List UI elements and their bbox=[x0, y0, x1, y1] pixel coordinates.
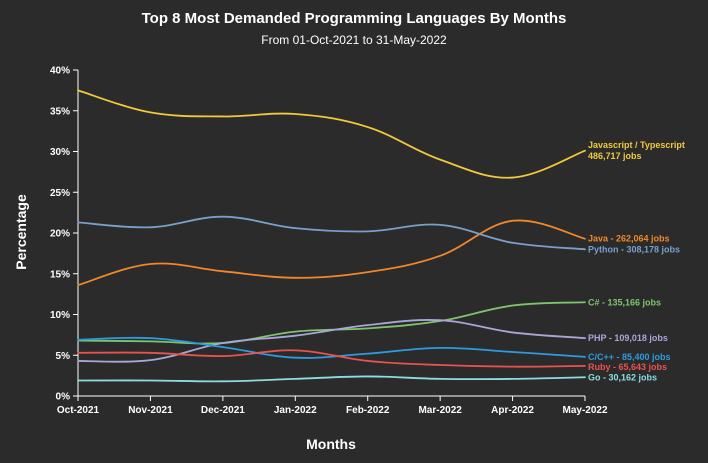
x-tick-label: Jan-2022 bbox=[274, 405, 317, 416]
y-axis-ticks: 0% 5% 10% 15% 20% 25% 30% 35% 40% bbox=[50, 66, 78, 403]
series-label-php: PHP - 109,018 jobs bbox=[588, 333, 668, 343]
y-axis-title: Percentage bbox=[13, 194, 29, 270]
series-lines bbox=[77, 89, 586, 383]
series-line-c bbox=[77, 301, 586, 345]
x-axis-title: Months bbox=[306, 436, 356, 452]
x-tick-label: Oct-2021 bbox=[57, 405, 100, 416]
series-labels: Javascript / Typescript 486,717 jobs Java … bbox=[588, 140, 685, 382]
series-line-python bbox=[77, 215, 586, 251]
y-tick-label: 35% bbox=[50, 106, 70, 117]
series-line-php bbox=[77, 319, 586, 363]
series-label-python: Python - 308,178 jobs bbox=[588, 244, 680, 254]
y-tick-label: 25% bbox=[50, 188, 70, 199]
series-line-c-c bbox=[77, 336, 586, 359]
x-tick-label: Mar-2022 bbox=[418, 405, 462, 416]
y-tick-label: 15% bbox=[50, 269, 70, 280]
series-label-c: C# - 135,166 jobs bbox=[588, 297, 661, 307]
chart-title: Top 8 Most Demanded Programming Language… bbox=[142, 10, 567, 27]
series-label-javascript-typescript: Javascript / Typescript 486,717 jobs bbox=[588, 140, 685, 161]
series-label-c-c: C/C++ - 85,400 jobs bbox=[588, 352, 671, 362]
series-label-go: Go - 30,162 jobs bbox=[588, 372, 657, 382]
x-axis-ticks: Oct-2021 Nov-2021 Dec-2021 Jan-2022 Feb-2022… bbox=[57, 396, 608, 416]
x-tick-label: Apr-2022 bbox=[491, 405, 534, 416]
y-tick-label: 5% bbox=[56, 351, 71, 362]
y-tick-label: 40% bbox=[50, 66, 70, 77]
chart-subtitle: From 01-Oct-2021 to 31-May-2022 bbox=[261, 33, 447, 47]
series-line-ruby bbox=[77, 349, 586, 368]
x-tick-label: May-2022 bbox=[562, 405, 607, 416]
series-label-java: Java - 262,064 jobs bbox=[588, 234, 670, 244]
x-tick-label: Dec-2021 bbox=[201, 405, 245, 416]
x-tick-label: Feb-2022 bbox=[346, 405, 390, 416]
y-tick-label: 10% bbox=[50, 310, 70, 321]
series-line-javascript-typescript bbox=[77, 89, 586, 179]
x-tick-label: Nov-2021 bbox=[128, 405, 173, 416]
y-tick-label: 30% bbox=[50, 147, 70, 158]
y-tick-label: 0% bbox=[56, 392, 71, 403]
series-line-go bbox=[77, 375, 586, 383]
series-label-ruby: Ruby - 65,643 jobs bbox=[588, 362, 667, 372]
series-line-java bbox=[77, 219, 586, 287]
y-tick-label: 20% bbox=[50, 229, 70, 240]
